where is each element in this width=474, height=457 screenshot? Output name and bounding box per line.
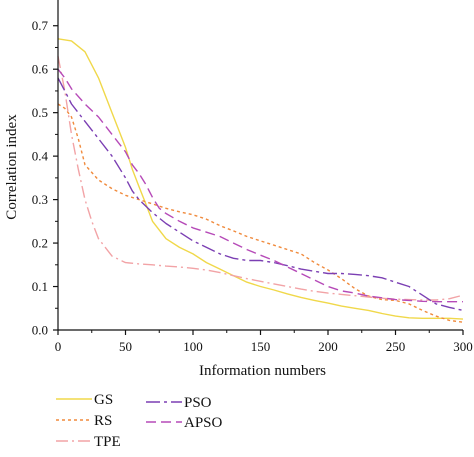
series-line-pso [57, 77, 464, 312]
x-tick-label: 0 [55, 339, 62, 354]
series-line-gs [57, 38, 464, 320]
y-tick-label: 0.4 [32, 149, 49, 164]
series-line-tpe [57, 56, 464, 301]
x-tick-label: 100 [183, 339, 203, 354]
x-tick-label: 150 [251, 339, 271, 354]
legend: GS RS TPE PSO APSO [56, 392, 223, 450]
legend-label-tpe: TPE [94, 434, 121, 450]
x-tick-label: 50 [119, 339, 132, 354]
y-tick-label: 0.6 [32, 62, 49, 77]
y-tick-label: 0.2 [32, 236, 48, 251]
legend-label-apso: APSO [184, 415, 223, 431]
y-tick-label: 0.0 [32, 323, 48, 338]
legend-label-gs: GS [94, 392, 113, 408]
x-axis-title: Information numbers [199, 363, 326, 379]
axes-layer [57, 0, 463, 331]
series-layer [57, 38, 464, 323]
y-tick-label: 0.3 [32, 192, 48, 207]
legend-label-pso: PSO [184, 395, 212, 411]
y-tick-label: 0.5 [32, 105, 48, 120]
series-line-apso [57, 68, 463, 303]
x-tick-label: 250 [386, 339, 406, 354]
x-tick-label: 200 [318, 339, 338, 354]
y-tick-label: 0.7 [32, 18, 49, 33]
series-line-rs [57, 103, 464, 323]
legend-label-rs: RS [94, 413, 112, 429]
y-axis-title: Correlation index [4, 114, 20, 220]
ticks-layer: 0.0 0.1 0.2 0.3 0.4 0.5 0.6 0.7 0 50 100 150 200 250 3… [32, 18, 473, 354]
y-tick-label: 0.1 [32, 279, 48, 294]
x-tick-label: 300 [453, 339, 473, 354]
